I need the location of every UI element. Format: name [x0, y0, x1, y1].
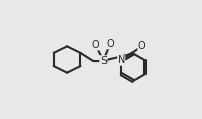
Text: O: O	[106, 39, 114, 49]
Text: O: O	[92, 40, 99, 50]
Text: S: S	[100, 56, 107, 66]
Text: O: O	[138, 41, 145, 51]
Text: N: N	[118, 55, 125, 65]
